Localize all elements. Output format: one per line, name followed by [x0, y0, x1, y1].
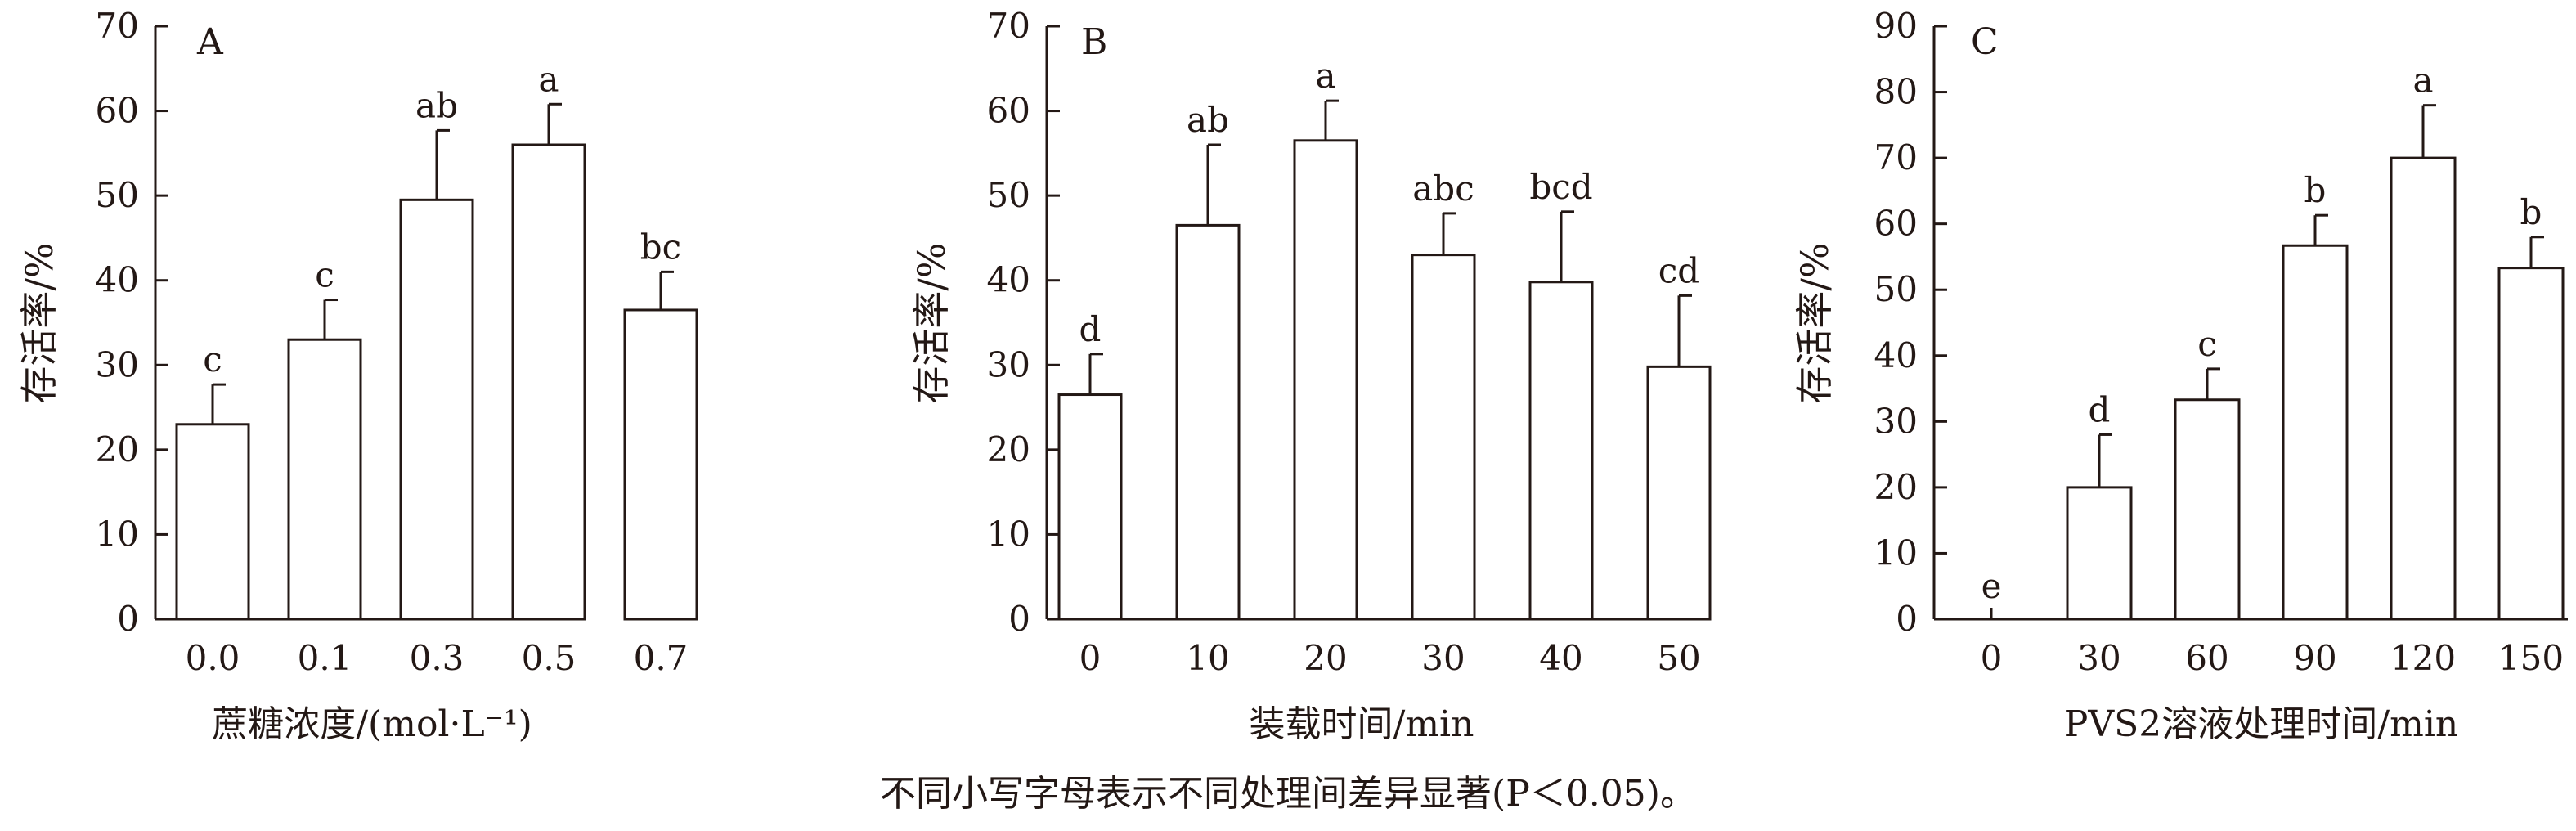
y-tick-label: 20: [1874, 467, 1918, 507]
bar: [175, 423, 250, 621]
y-axis-title: 存活率/%: [17, 242, 61, 403]
y-axis-title: 存活率/%: [909, 242, 954, 403]
significance-letter: bcd: [1529, 167, 1592, 207]
y-tick-label: 70: [987, 6, 1030, 46]
significance-letter: a: [1315, 56, 1335, 96]
x-tick-label: 0.3: [410, 638, 464, 678]
significance-letter: a: [538, 59, 559, 99]
panel-label: C: [1971, 21, 1999, 63]
significance-letter: e: [1981, 566, 2002, 606]
y-tick-label: 0: [1896, 599, 1918, 639]
bar: [399, 198, 474, 621]
y-tick-label: 30: [1874, 401, 1918, 441]
y-tick-label: 30: [96, 344, 139, 384]
bar: [287, 338, 362, 621]
y-tick-label: 40: [1874, 335, 1918, 375]
bar: [1646, 365, 1712, 621]
y-tick-label: 60: [987, 91, 1030, 131]
bar: [2174, 398, 2241, 621]
x-tick-label: 50: [1657, 638, 1700, 678]
bar: [1411, 254, 1476, 621]
figure-note: 不同小写字母表示不同处理间差异显著(P＜0.05)。: [880, 773, 1696, 815]
panel-label: A: [196, 21, 224, 63]
bar: [2282, 244, 2349, 621]
y-tick-label: 70: [96, 6, 139, 46]
bar: [2066, 486, 2133, 621]
x-tick-label: 0.1: [298, 638, 352, 678]
significance-letter: d: [1079, 309, 1102, 349]
x-tick-label: 0: [1079, 638, 1102, 678]
y-tick-label: 40: [96, 260, 139, 300]
bar: [2497, 267, 2565, 621]
y-tick-label: 20: [96, 429, 139, 469]
bar: [1175, 223, 1241, 621]
y-tick-label: 10: [1874, 532, 1918, 573]
x-tick-label: 20: [1304, 638, 1347, 678]
y-tick-label: 0: [1008, 599, 1030, 639]
bar: [1293, 139, 1358, 621]
x-tick-label: 0.5: [522, 638, 577, 678]
x-tick-label: 60: [2185, 638, 2228, 678]
y-tick-label: 40: [987, 260, 1030, 300]
y-tick-label: 50: [987, 175, 1030, 215]
significance-letter: abc: [1412, 168, 1474, 209]
significance-letter: ab: [415, 85, 458, 125]
y-tick-label: 10: [987, 514, 1030, 554]
x-tick-label: 120: [2390, 638, 2456, 678]
y-axis-title: 存活率/%: [1793, 242, 1837, 403]
x-tick-label: 150: [2498, 638, 2564, 678]
y-tick-label: 70: [1874, 137, 1918, 177]
x-tick-label: 0.0: [186, 638, 240, 678]
panel-b: B 0 10 20 30 40 50 60 70 0 d 10 ab 20 a 30 abc 40 bcd 50 cd 装…: [909, 6, 1712, 745]
x-tick-label: 30: [1421, 638, 1465, 678]
panel-label: B: [1081, 21, 1107, 63]
significance-letter: d: [2089, 389, 2111, 429]
x-tick-label: 0.7: [634, 638, 689, 678]
y-tick-label: 60: [1874, 204, 1918, 244]
bar: [1528, 281, 1594, 621]
y-tick-label: 90: [1874, 6, 1918, 46]
x-tick-label: 10: [1186, 638, 1229, 678]
bar: [1057, 393, 1123, 621]
significance-letter: c: [203, 339, 222, 380]
y-tick-label: 10: [96, 514, 139, 554]
y-tick-label: 30: [987, 344, 1030, 384]
significance-letter: ab: [1187, 100, 1229, 140]
significance-letter: bc: [640, 227, 681, 267]
significance-letter: a: [2412, 61, 2433, 101]
significance-letter: c: [315, 255, 334, 295]
x-tick-label: 0: [1981, 638, 2003, 678]
x-axis-title: 装载时间/min: [1250, 703, 1474, 745]
y-tick-label: 80: [1874, 72, 1918, 112]
x-tick-label: 40: [1539, 638, 1582, 678]
significance-letter: b: [2304, 170, 2327, 210]
significance-letter: c: [2197, 324, 2217, 364]
y-tick-label: 0: [117, 599, 139, 639]
bar: [511, 143, 586, 621]
x-tick-label: 30: [2077, 638, 2120, 678]
significance-letter: b: [2520, 192, 2542, 232]
x-axis-title: 蔗糖浓度/(mol·L⁻¹): [212, 703, 532, 745]
y-tick-label: 50: [96, 175, 139, 215]
panel-a: A 0 10 20 30 40 50 60 70 0.0 c 0.1 c 0.3 ab 0.5 a 0.7 bc 蔗糖…: [17, 6, 698, 745]
significance-letter: cd: [1658, 250, 1699, 290]
x-axis-title: PVS2溶液处理时间/min: [2064, 703, 2458, 745]
x-tick-label: 90: [2293, 638, 2336, 678]
y-tick-label: 60: [96, 91, 139, 131]
panel-c: C 0 10 20 30 40 50 60 70 80 90 0 e 30 d 60 c 90 b 120 a 150 b P…: [1793, 6, 2568, 745]
y-tick-label: 20: [987, 429, 1030, 469]
y-tick-label: 50: [1874, 269, 1918, 309]
bar: [623, 308, 698, 621]
bar: [2390, 156, 2457, 621]
